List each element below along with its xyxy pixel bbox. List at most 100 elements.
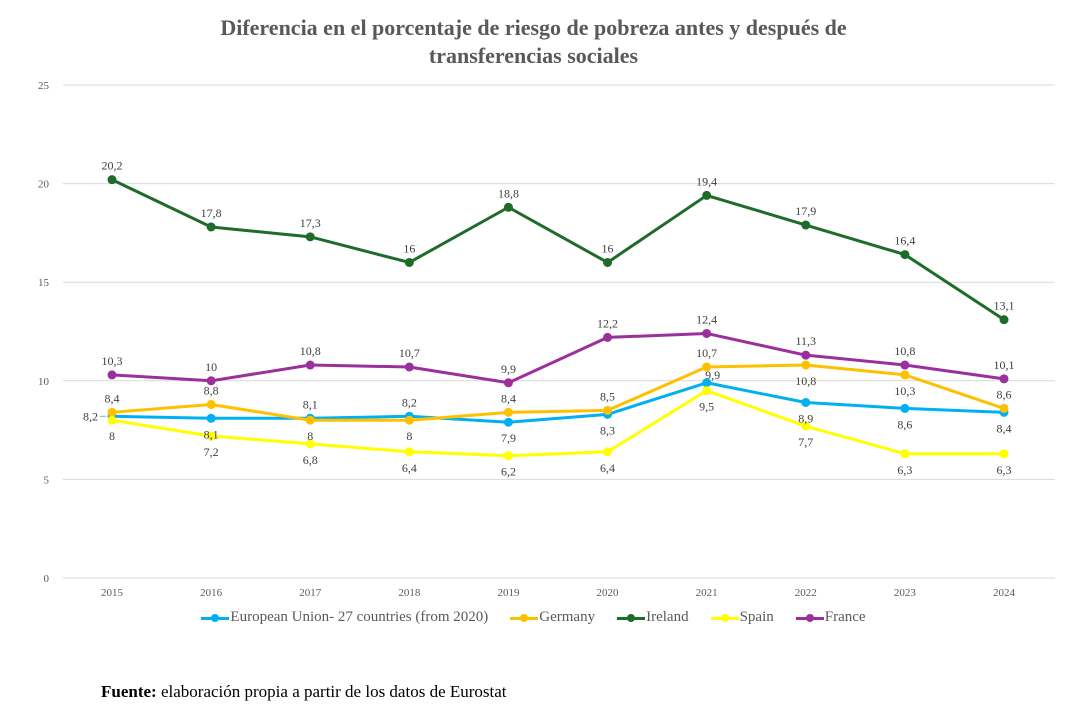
legend-label: Germany (539, 609, 596, 625)
data-label: 8,1 (204, 427, 219, 441)
data-point[interactable] (305, 360, 315, 370)
data-point[interactable] (801, 421, 811, 431)
legend-item[interactable]: European Union- 27 countries (from 2020) (201, 609, 488, 626)
series-line (111, 389, 1004, 458)
data-label: 10,8 (795, 374, 816, 388)
data-label: 10,8 (300, 344, 321, 358)
series-france (107, 328, 1009, 388)
legend-marker-icon (201, 612, 230, 624)
data-point[interactable] (503, 202, 513, 212)
data-label: 8,2 (402, 395, 417, 409)
series-germany (107, 360, 1009, 425)
data-label: 10 (205, 360, 217, 374)
data-point[interactable] (404, 447, 414, 457)
data-label: 8,4 (997, 421, 1012, 435)
data-point[interactable] (404, 362, 414, 372)
data-point[interactable] (702, 328, 712, 338)
chart-title-line-1: Diferencia en el porcentaje de riesgo de… (220, 15, 847, 40)
legend-item[interactable]: France (795, 609, 866, 626)
data-point[interactable] (900, 449, 910, 459)
data-label: 10,1 (994, 358, 1015, 372)
data-label: 9,9 (705, 368, 720, 382)
data-label: 18,8 (498, 186, 519, 200)
data-point[interactable] (305, 439, 315, 449)
data-point[interactable] (702, 190, 712, 200)
data-point[interactable] (503, 407, 513, 417)
legend-label: France (824, 609, 866, 625)
data-label: 8,3 (600, 423, 615, 437)
legend-label: European Union- 27 countries (from 2020) (230, 609, 489, 625)
data-point[interactable] (702, 378, 712, 388)
data-label: 10,7 (399, 346, 420, 360)
data-point[interactable] (305, 232, 315, 242)
source-label: Fuente: (101, 682, 157, 701)
data-point[interactable] (107, 407, 117, 417)
data-label: 8,1 (303, 397, 318, 411)
data-point[interactable] (702, 362, 712, 372)
data-label: 10,3 (894, 384, 915, 398)
data-label: 8,9 (798, 411, 813, 425)
data-label: 6,2 (501, 465, 516, 479)
data-point[interactable] (999, 374, 1009, 384)
data-label: 8,4 (105, 391, 120, 405)
data-point[interactable] (801, 360, 811, 370)
x-tick-label: 2022 (795, 587, 817, 599)
data-label: 8,2 (83, 409, 98, 423)
data-point[interactable] (999, 449, 1009, 459)
series-spain (107, 386, 1009, 461)
data-point[interactable] (107, 415, 117, 425)
data-point[interactable] (603, 257, 613, 267)
data-point[interactable] (900, 250, 910, 260)
data-label: 16 (403, 241, 415, 255)
data-point[interactable] (603, 447, 613, 457)
x-tick-label: 2018 (398, 587, 421, 599)
x-tick-label: 2023 (894, 587, 917, 599)
legend-item[interactable]: Ireland (617, 609, 689, 626)
data-label: 6,3 (997, 463, 1012, 477)
data-label: 7,7 (798, 435, 813, 449)
data-point[interactable] (801, 397, 811, 407)
data-point[interactable] (801, 220, 811, 230)
data-point[interactable] (206, 431, 216, 441)
data-point[interactable] (107, 370, 117, 380)
data-label: 8,6 (897, 417, 912, 431)
data-label: 9,9 (501, 362, 516, 376)
data-point[interactable] (206, 222, 216, 232)
data-label: 12,2 (597, 316, 618, 330)
data-point[interactable] (900, 403, 910, 413)
data-point[interactable] (999, 403, 1009, 413)
data-label: 8,6 (997, 387, 1012, 401)
data-point[interactable] (305, 415, 315, 425)
legend-item[interactable]: Germany (510, 609, 595, 626)
x-tick-label: 2017 (299, 587, 322, 599)
data-point[interactable] (206, 413, 216, 423)
data-point[interactable] (900, 360, 910, 370)
data-point[interactable] (404, 257, 414, 267)
data-point[interactable] (206, 399, 216, 409)
data-point[interactable] (404, 415, 414, 425)
data-label: 8,8 (204, 383, 219, 397)
data-point[interactable] (702, 386, 712, 396)
chart-title-line-2: transferencias sociales (428, 43, 639, 68)
data-point[interactable] (503, 378, 513, 388)
data-labels: 8,2 8,1 8,1 8,2 7,9 8,3 9,9 8,9 8,6 8,4 8,4 8,8 8 8 8,… (83, 159, 1015, 479)
data-label: 7,9 (501, 431, 516, 445)
data-label: 10,3 (102, 354, 123, 368)
legend-marker-icon (617, 612, 646, 624)
data-label: 8 (109, 429, 115, 443)
data-label: 16,4 (894, 234, 915, 248)
data-point[interactable] (503, 417, 513, 427)
series-european-union-27-countries-from-2020 (107, 378, 1009, 427)
data-point[interactable] (503, 451, 513, 461)
data-point[interactable] (801, 350, 811, 360)
data-point[interactable] (603, 405, 613, 415)
data-point[interactable] (206, 376, 216, 386)
data-point[interactable] (603, 332, 613, 342)
legend-item[interactable]: Spain (710, 609, 774, 626)
data-point[interactable] (107, 175, 117, 185)
source-text: elaboración propia a partir de los datos… (156, 682, 507, 701)
data-point[interactable] (900, 370, 910, 380)
data-label: 6,4 (402, 461, 417, 475)
data-label: 7,2 (204, 445, 219, 459)
data-point[interactable] (999, 315, 1009, 325)
